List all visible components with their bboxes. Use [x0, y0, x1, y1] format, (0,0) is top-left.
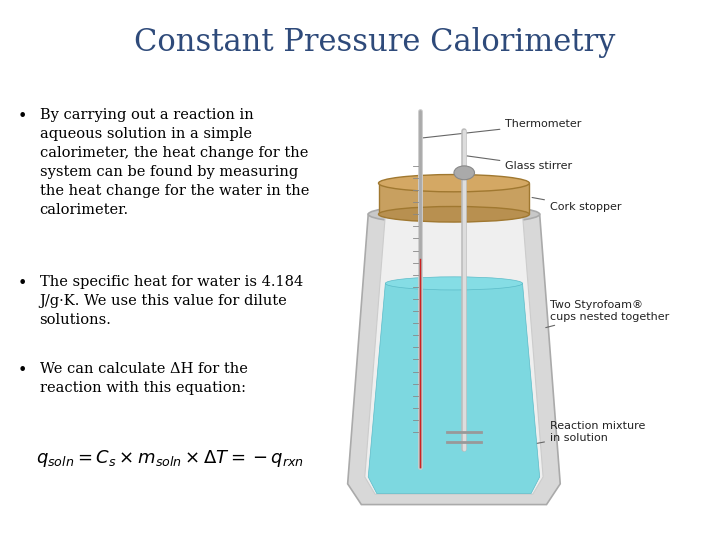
Text: The specific heat for water is 4.184
J/g·K. We use this value for dilute
solutio: The specific heat for water is 4.184 J/g…: [40, 275, 303, 327]
Ellipse shape: [368, 205, 540, 224]
Text: By carrying out a reaction in
aqueous solution in a simple
calorimeter, the heat: By carrying out a reaction in aqueous so…: [40, 108, 309, 217]
Text: •: •: [18, 108, 27, 125]
Text: $q_{soln} = C_s \times m_{soln} \times \Delta T = -q_{rxn}$: $q_{soln} = C_s \times m_{soln} \times \…: [36, 448, 304, 469]
Text: Two Styrofoam®
cups nested together: Two Styrofoam® cups nested together: [546, 300, 669, 328]
Text: •: •: [18, 362, 27, 379]
Text: Glass stirrer: Glass stirrer: [467, 156, 572, 171]
Polygon shape: [348, 214, 560, 504]
Text: •: •: [18, 275, 27, 292]
Text: Constant Pressure Calorimetry: Constant Pressure Calorimetry: [134, 27, 615, 58]
Polygon shape: [368, 284, 540, 494]
Ellipse shape: [385, 207, 523, 221]
Text: Reaction mixture
in solution: Reaction mixture in solution: [508, 421, 645, 449]
Text: We can calculate ΔH for the
reaction with this equation:: We can calculate ΔH for the reaction wit…: [40, 362, 248, 395]
Text: Thermometer: Thermometer: [423, 119, 582, 138]
Ellipse shape: [379, 206, 529, 222]
Ellipse shape: [385, 277, 523, 290]
Polygon shape: [379, 183, 529, 214]
Ellipse shape: [454, 166, 474, 180]
Text: Cork stopper: Cork stopper: [532, 198, 621, 212]
Ellipse shape: [379, 174, 529, 192]
Polygon shape: [365, 214, 543, 494]
